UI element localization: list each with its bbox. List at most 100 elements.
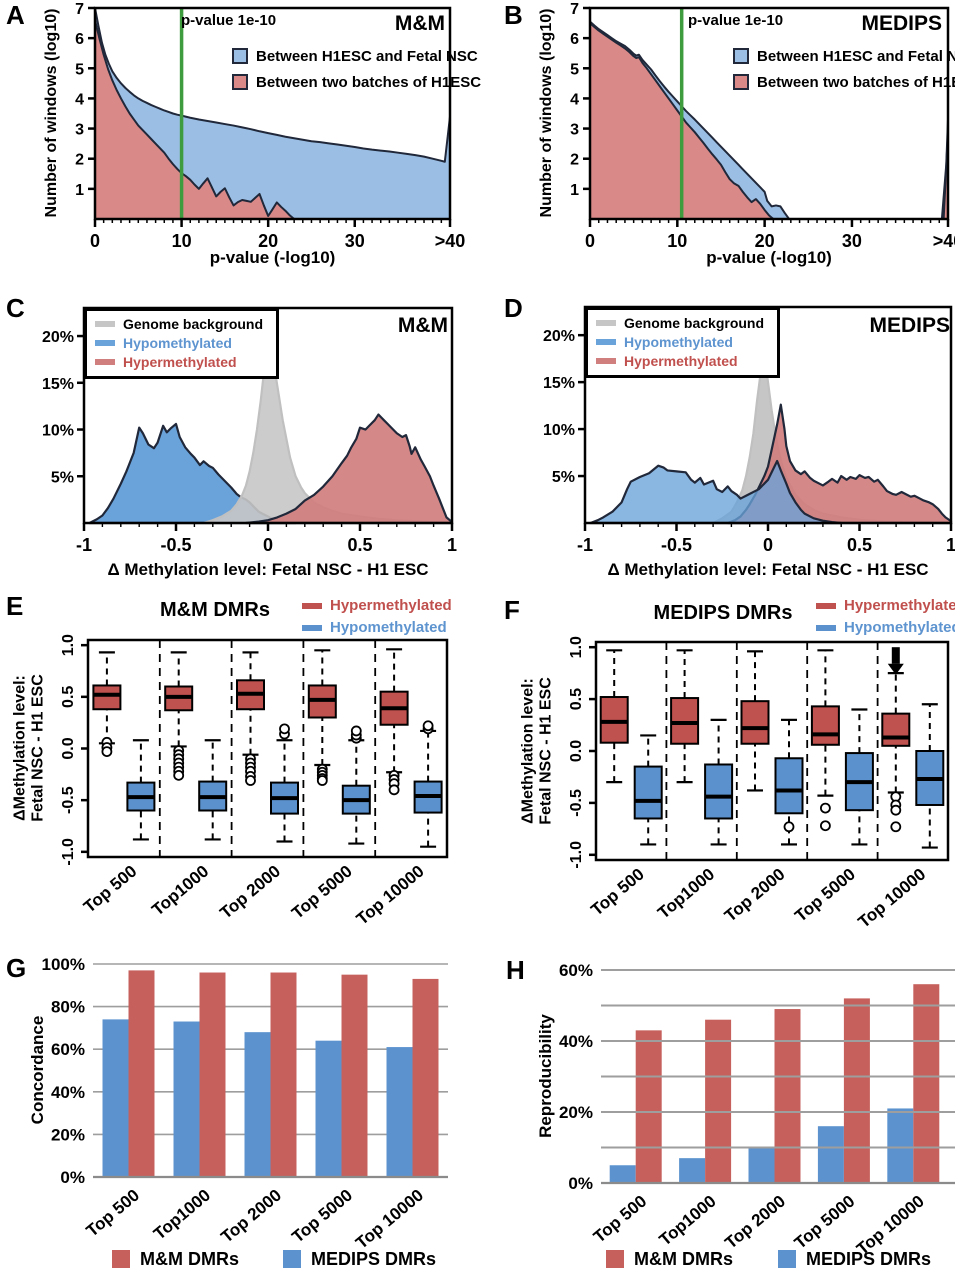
panel-d-chart: -1 -0.5 0 0.5 15%10%15%20% xyxy=(543,305,955,555)
box xyxy=(740,700,770,745)
chart-element: 0.0 xyxy=(568,740,585,762)
bar-medips xyxy=(679,1158,706,1183)
plot-area: 0 10 20 30 >40 1 2 3 4 5 6 7 xyxy=(75,1,465,251)
panel-e: Top 500 Top1000 Top 2000 Top 5000 Top 10000 1… xyxy=(0,585,478,950)
bar-mm xyxy=(412,978,439,1177)
outlier-point xyxy=(279,723,290,735)
panel-letter: G xyxy=(6,953,27,983)
y-axis-label: Concordance xyxy=(28,1015,48,1125)
legend-label: Hypermethylated xyxy=(330,597,452,614)
plot-area: -1 -0.5 0 0.5 15%10%15%20% xyxy=(42,306,457,555)
chart-element: -1 xyxy=(76,535,92,555)
bar-mm xyxy=(843,998,870,1183)
chart-element: 5% xyxy=(51,469,74,486)
chart-element: 15% xyxy=(543,375,575,392)
bar-medips xyxy=(244,1032,271,1177)
bar-medips xyxy=(173,1021,200,1177)
legend-label: Between H1ESC and Fetal NSC xyxy=(256,47,478,65)
bar-mm xyxy=(128,970,155,1177)
blue-dash-icon xyxy=(302,624,322,631)
legend-label: MEDIPS DMRs xyxy=(806,1249,932,1269)
outlier-point xyxy=(350,725,362,737)
legend-item: Hypomethylated xyxy=(302,620,447,635)
chart-element: 20% xyxy=(51,1125,85,1144)
legend-label: M&M DMRs xyxy=(634,1249,733,1269)
chart-element: 0.5 xyxy=(847,535,872,555)
bar-medips xyxy=(748,1147,775,1183)
panel-letter: E xyxy=(6,591,24,621)
chart-element: 60% xyxy=(51,1040,85,1059)
chart-element: 1.0 xyxy=(60,634,77,656)
gray-dash-icon xyxy=(596,320,616,326)
chart-element: 20% xyxy=(559,1103,593,1122)
legend-box: Genome background Hypomethylated Hyperme… xyxy=(84,308,279,379)
y-axis-label-line1: ΔMethylation level: xyxy=(11,675,29,821)
density-hypomethylated xyxy=(589,459,843,525)
chart-element: 0.5 xyxy=(568,688,585,710)
panel-c-chart: -1 -0.5 0 0.5 15%10%15%20% xyxy=(42,306,457,555)
legend-item: MEDIPS DMRs xyxy=(778,1250,931,1268)
chart-element: >40 xyxy=(933,231,955,251)
chart-element: 20 xyxy=(258,231,278,251)
outlier-point xyxy=(890,804,902,816)
chart-element: -1.0 xyxy=(60,838,77,866)
bar-medips xyxy=(386,1047,413,1177)
chart-element: Top 2000 xyxy=(217,1186,285,1247)
chart-element: 2 xyxy=(75,152,84,169)
chart-element: 0% xyxy=(60,1168,85,1187)
panel-title: M&M xyxy=(397,314,448,337)
panel-title: MEDIPS xyxy=(861,12,942,35)
box xyxy=(599,696,629,744)
chart-element: Top1000 xyxy=(150,1186,214,1244)
chart-element: 60% xyxy=(559,961,593,980)
chart-element: 3 xyxy=(570,122,579,139)
panel-title: M&M DMRs xyxy=(160,599,270,621)
chart-element: Top 500 xyxy=(590,1192,650,1247)
outlier-point xyxy=(245,775,256,786)
chart-element: 5% xyxy=(552,469,575,486)
panel-a-chart: 0 10 20 30 >40 1 2 3 4 5 6 7 xyxy=(75,1,465,251)
legend-item: M&M DMRs xyxy=(606,1250,733,1268)
legend-label: Hypomethylated xyxy=(123,335,232,351)
y-axis-label: Number of windows (log10) xyxy=(42,8,60,218)
panel-letter: H xyxy=(506,955,525,985)
panel-letter: F xyxy=(504,595,520,625)
legend-label: Between H1ESC and Fetal NSC xyxy=(757,47,955,65)
chart-element: 10% xyxy=(42,423,74,440)
chart-element xyxy=(588,6,950,221)
chart-element: 0.0 xyxy=(60,737,77,759)
chart-element: 6 xyxy=(75,31,84,48)
legend-label: Hypomethylated xyxy=(330,619,447,636)
area-between-h1esc-fetal-nsc xyxy=(94,7,451,220)
panel-a: 0 10 20 30 >40 1 2 3 4 5 6 7 A p-value 1e-10 M&M Be… xyxy=(0,0,481,290)
legend-item: Hypomethylated xyxy=(596,335,768,349)
y-axis-label-line1: ΔMethylation level: xyxy=(519,678,537,824)
chart-element: Top 500 xyxy=(83,1186,143,1241)
chart-element: Top 5000 xyxy=(791,1192,859,1253)
bar-medips xyxy=(817,1126,844,1183)
chart-element: 20% xyxy=(543,328,575,345)
chart-element xyxy=(887,663,904,675)
x-axis-label: p-value (-log10) xyxy=(209,248,336,267)
x-axis-label: Δ Methylation level: Fetal NSC - H1 ESC xyxy=(107,560,429,579)
panel-g: Top 500 Top1000 Top 2000 Top 5000 Top 10000 0… xyxy=(0,950,478,1280)
chart-element: Top 2000 xyxy=(721,865,789,926)
chart-element: Top 10000 xyxy=(353,862,428,929)
chart-element: Top 5000 xyxy=(791,865,859,926)
bar-medips xyxy=(609,1165,636,1183)
outlier-point xyxy=(422,720,434,732)
outlier-point xyxy=(316,775,328,786)
legend-item: Between H1ESC and Fetal NSC xyxy=(733,48,955,64)
box xyxy=(92,684,122,711)
panel-title: MEDIPS xyxy=(869,314,950,337)
blue-dash-icon xyxy=(596,339,616,345)
chart-element: 1 xyxy=(447,535,457,555)
chart-element: 1.0 xyxy=(568,636,585,658)
density-hypermethylated xyxy=(244,413,454,525)
legend-label: MEDIPS DMRs xyxy=(311,1249,437,1269)
